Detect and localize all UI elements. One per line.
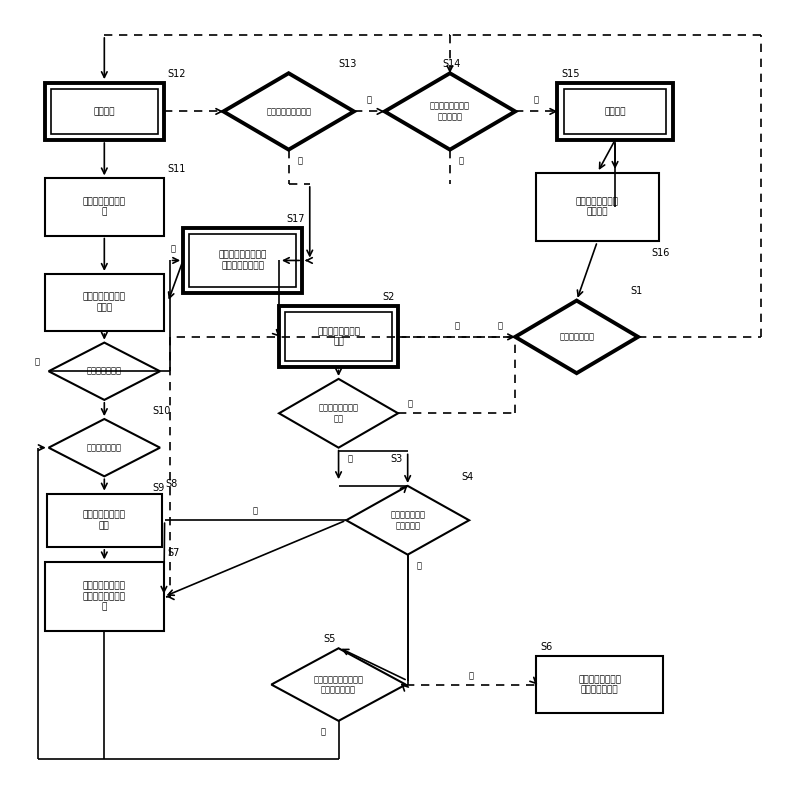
- Bar: [279, 306, 398, 368]
- Text: 充电远程首否处下接: 充电远程首否处下接: [266, 107, 311, 116]
- Text: 否: 否: [417, 562, 422, 571]
- Text: 是: 是: [407, 400, 412, 408]
- Bar: [563, 89, 666, 134]
- Text: S10: S10: [152, 407, 170, 416]
- Text: S9: S9: [152, 483, 165, 493]
- Text: 否: 否: [498, 321, 502, 330]
- Bar: [285, 312, 392, 361]
- Text: 是共将发站时间已
超？: 是共将发站时间已 超？: [318, 404, 358, 423]
- Bar: [45, 562, 164, 631]
- Text: 清接充截器及借割
收: 清接充截器及借割 收: [83, 197, 126, 217]
- Text: 连接充截持则该自
動解止: 连接充截持则该自 動解止: [83, 293, 126, 312]
- Text: S8: S8: [166, 479, 178, 490]
- Text: 资料结点正也？: 资料结点正也？: [87, 367, 122, 376]
- Text: S7: S7: [168, 548, 180, 558]
- Bar: [536, 173, 659, 241]
- Text: S14: S14: [442, 59, 461, 69]
- Text: 是: 是: [454, 321, 459, 330]
- Bar: [45, 274, 164, 331]
- Polygon shape: [346, 486, 469, 555]
- Bar: [183, 228, 302, 293]
- Text: 彩充费的收签台
已授权冏？: 彩充费的收签台 已授权冏？: [390, 510, 425, 530]
- Text: S6: S6: [540, 642, 553, 652]
- Text: 按起搜上的存系统
记录: 按起搜上的存系统 记录: [317, 327, 360, 346]
- Polygon shape: [279, 379, 398, 447]
- Text: S16: S16: [651, 248, 670, 258]
- Text: 否: 否: [321, 728, 326, 737]
- Bar: [51, 89, 158, 134]
- Text: 是: 是: [366, 96, 372, 104]
- Polygon shape: [515, 301, 638, 373]
- Text: 否: 否: [171, 244, 176, 253]
- Polygon shape: [271, 648, 406, 721]
- Text: S4: S4: [462, 472, 474, 482]
- Text: 在载彼输充缓输输液
彩快硫厂察烹程程: 在载彼输充缓输输液 彩快硫厂察烹程程: [218, 251, 266, 270]
- Text: 货料结点正也？: 货料结点正也？: [87, 443, 122, 452]
- Text: 否: 否: [347, 455, 353, 463]
- Text: 充电完成: 充电完成: [604, 107, 626, 116]
- Text: S1: S1: [630, 287, 642, 296]
- Text: 驳立有否搬转治: 驳立有否搬转治: [559, 333, 594, 341]
- Bar: [189, 234, 296, 287]
- Bar: [45, 178, 164, 236]
- Polygon shape: [49, 342, 160, 400]
- Text: 在果粮载右联断限
机率本道性材料: 在果粮载右联断限 机率本道性材料: [578, 675, 621, 694]
- Text: S2: S2: [382, 292, 395, 302]
- Text: 否: 否: [459, 157, 464, 166]
- Text: 是: 是: [253, 506, 258, 516]
- Text: 一方确彩才着告快速入
反输入用户名称: 一方确彩才着告快速入 反输入用户名称: [314, 675, 363, 694]
- Bar: [536, 656, 663, 713]
- Text: S15: S15: [562, 68, 580, 79]
- Text: S5: S5: [323, 634, 335, 644]
- Bar: [45, 83, 164, 140]
- Text: S13: S13: [338, 59, 357, 69]
- Polygon shape: [385, 73, 515, 150]
- Text: S17: S17: [286, 214, 306, 224]
- Text: 是: 是: [469, 671, 474, 680]
- Polygon shape: [49, 419, 160, 476]
- Text: S3: S3: [390, 455, 402, 464]
- Polygon shape: [223, 73, 354, 150]
- Text: S12: S12: [168, 68, 186, 79]
- Bar: [46, 494, 162, 547]
- Text: 否: 否: [34, 357, 40, 367]
- Text: 输入充能器编程及
密码: 输入充能器编程及 密码: [83, 510, 126, 530]
- Text: S11: S11: [168, 164, 186, 174]
- Text: 按葱有能该合完民
取带束已满: 按葱有能该合完民 取带束已满: [430, 102, 470, 121]
- Text: 是: 是: [534, 96, 539, 104]
- Bar: [558, 83, 673, 140]
- Text: 以电部流搅上方充
消句该主: 以电部流搅上方充 消句该主: [576, 197, 619, 217]
- Text: 開始控制: 開始控制: [94, 107, 115, 116]
- Text: 否: 否: [298, 157, 302, 166]
- Text: 数字模就键盘入另
充细结输入用户名
称: 数字模就键盘入另 充细结输入用户名 称: [83, 582, 126, 611]
